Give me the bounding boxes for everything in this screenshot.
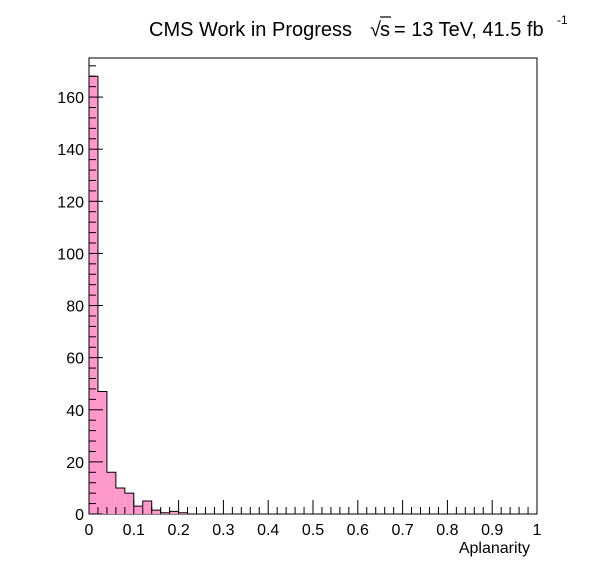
chart-title-sqrt-symbol: √ xyxy=(370,19,381,41)
histogram-bars xyxy=(88,75,189,515)
x-tick-label: 0.5 xyxy=(302,522,324,539)
histogram-bar xyxy=(115,487,125,514)
y-tick-label: 140 xyxy=(57,142,84,159)
x-tick-label: 0.7 xyxy=(391,522,413,539)
y-tick-label: 120 xyxy=(57,194,84,211)
y-tick-label: 100 xyxy=(57,246,84,263)
x-tick-label: 0.6 xyxy=(347,522,369,539)
y-tick-label: 40 xyxy=(66,403,84,420)
x-axis-ticks xyxy=(88,500,538,514)
x-axis-tick-labels: 0 0.1 0.2 0.3 0.4 0.5 0.6 0.7 0.8 0.9 1 xyxy=(85,522,542,539)
y-tick-label: 20 xyxy=(66,455,84,472)
histogram-bar xyxy=(178,512,188,514)
chart-title-main: CMS Work in Progress xyxy=(149,19,352,41)
histogram-bar xyxy=(160,512,170,514)
histogram-bar xyxy=(124,493,134,514)
x-tick-label: 0.4 xyxy=(257,522,279,539)
x-tick-label: 1 xyxy=(533,522,542,539)
y-axis-ticks xyxy=(89,65,103,515)
x-axis-label: Aplanarity xyxy=(459,540,530,557)
histogram-bar xyxy=(106,472,116,514)
y-tick-label: 80 xyxy=(66,299,84,316)
y-tick-label: 0 xyxy=(75,507,84,524)
x-tick-label: 0.3 xyxy=(212,522,234,539)
x-tick-label: 0.1 xyxy=(123,522,145,539)
y-axis-tick-labels: 0 20 40 60 80 100 120 140 160 xyxy=(57,90,84,524)
histogram-bar xyxy=(133,506,143,514)
histogram-bar xyxy=(142,500,152,514)
plot-frame xyxy=(88,57,538,515)
y-tick-label: 160 xyxy=(57,90,84,107)
histogram-outline xyxy=(88,75,189,514)
histogram-bar xyxy=(97,391,107,514)
x-tick-label: 0.9 xyxy=(481,522,503,539)
chart-title-superscript: -1 xyxy=(557,13,568,27)
chart-title-energy: = 13 TeV, 41.5 fb xyxy=(394,19,544,41)
chart-title-sqrt-arg: s xyxy=(380,19,390,41)
x-tick-label: 0 xyxy=(85,522,94,539)
histogram-bar xyxy=(151,510,161,514)
x-tick-label: 0.2 xyxy=(167,522,189,539)
x-tick-label: 0.8 xyxy=(436,522,458,539)
histogram-bar xyxy=(169,511,179,514)
y-tick-label: 60 xyxy=(66,351,84,368)
